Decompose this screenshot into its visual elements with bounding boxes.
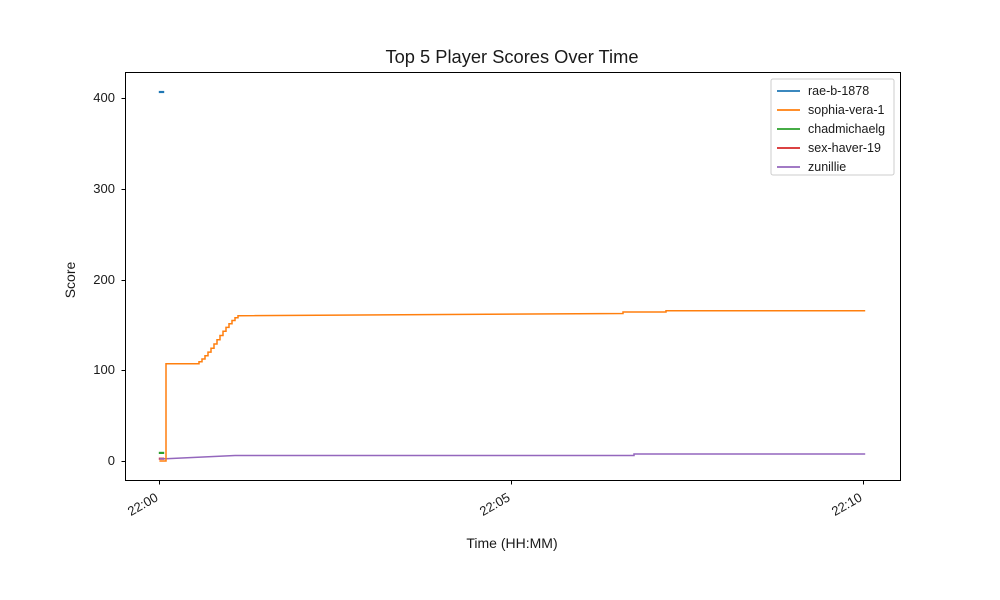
- svg-text:sophia-vera-1: sophia-vera-1: [808, 103, 884, 117]
- svg-text:chadmichaelg: chadmichaelg: [808, 122, 885, 136]
- svg-text:22:10: 22:10: [829, 490, 865, 519]
- svg-text:200: 200: [93, 272, 115, 287]
- svg-text:22:00: 22:00: [125, 490, 161, 519]
- svg-text:Score: Score: [62, 262, 78, 299]
- svg-text:22:05: 22:05: [477, 490, 513, 519]
- svg-text:100: 100: [93, 362, 115, 377]
- svg-text:sex-haver-19: sex-haver-19: [808, 141, 881, 155]
- svg-text:rae-b-1878: rae-b-1878: [808, 84, 869, 98]
- svg-text:0: 0: [108, 453, 115, 468]
- svg-text:zunillie: zunillie: [808, 160, 846, 174]
- svg-text:300: 300: [93, 181, 115, 196]
- svg-text:Top 5 Player Scores Over Time: Top 5 Player Scores Over Time: [386, 46, 639, 67]
- svg-text:400: 400: [93, 90, 115, 105]
- svg-text:Time (HH:MM): Time (HH:MM): [466, 535, 557, 551]
